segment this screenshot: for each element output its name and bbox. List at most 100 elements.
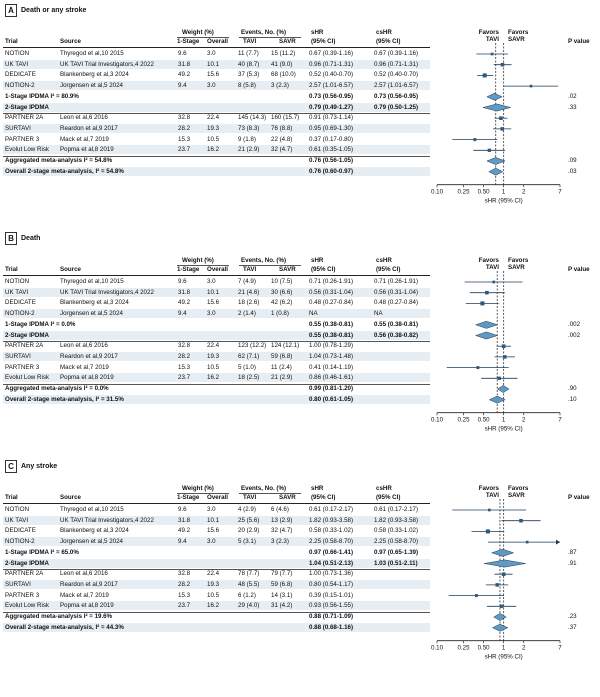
header-shr: sHR [311,29,324,36]
trial-cell: PARTNER 2A [5,342,44,350]
trial-cell: NOTION [5,506,30,513]
pvalue-cell: .23 [568,613,577,620]
source-cell: Popma et al,8 2019 [60,602,114,610]
shr-cell: 0.97 (0.66-1.41) [309,548,354,556]
trial-cell: 2-Stage IPDMA [5,103,50,111]
header-favors-tavi: Favors TAVI [478,257,499,271]
header-1stage: 1-Stage [177,38,200,45]
shr-cell: 1.00 (0.78-1.29) [309,342,354,350]
events-tavi-cell: 9 (1.8) [238,135,256,143]
events-savr-cell: 3 (2.3) [271,82,289,90]
weight-1stage-cell: 9.6 [178,50,187,57]
header-overall: Overall [207,494,228,501]
pooled-diamond [488,395,506,404]
point-estimate [501,572,506,577]
events-savr-cell: 21 (2.9) [271,374,293,382]
header-shr-ci: (95% CI) [311,494,336,501]
weight-overall-cell: 10.5 [207,363,220,371]
source-cell: UK TAVI Trial Investigators,4 2022 [60,60,154,68]
weight-overall-cell: 19.3 [207,352,220,360]
header-pvalue: P value [568,38,590,45]
panel-title: B Death [5,231,40,245]
trial-cell: NOTION [5,278,30,285]
header-favors-savr: Favors SAVR [508,29,529,43]
weight-overall-cell: 10.1 [207,60,220,68]
point-estimate [529,84,533,88]
events-tavi-cell: 37 (5.3) [238,71,260,79]
point-estimate [503,355,507,359]
header-savr: SAVR [279,38,296,45]
cshr-cell: 0.56 (0.38-0.82) [374,331,419,339]
x-tick-label: 7 [558,417,562,424]
source-cell: Thyregod et al,10 2015 [60,278,124,285]
source-cell: UK TAVI Trial Investigators,4 2022 [60,288,154,296]
cshr-cell: 0.56 (0.31-1.04) [374,288,419,296]
point-estimate [476,366,480,370]
row-shade [3,579,430,589]
weight-overall-cell: 19.3 [207,124,220,132]
forest-plot-area: 0.10 0.25 0.50 1 2 7 sHR (95% CI) [431,271,562,433]
trial-cell: PARTNER 3 [5,135,40,143]
ci-arrow-right [556,539,560,545]
weight-overall-cell: 3.0 [207,278,216,285]
point-estimate [519,518,523,523]
source-cell: Mack et al,7 2019 [60,591,109,599]
events-tavi-cell: 29 (4.0) [238,602,260,610]
header-weight: Weight (%) [182,485,214,492]
shr-cell: 0.95 (0.69-1.30) [309,124,354,132]
x-axis-label: sHR (95% CI) [485,654,523,661]
panel-letter: B [5,231,17,245]
header-source: Source [60,494,81,501]
weight-overall-cell: 22.4 [207,114,220,122]
shr-cell: 2.57 (1.01-6.57) [309,82,354,90]
events-rule [239,37,301,38]
events-savr-cell: 124 (12.1) [271,342,300,350]
events-tavi-cell: 73 (8.3) [238,124,260,132]
row-shade [3,102,430,112]
events-savr-cell: 3 (2.3) [271,538,289,546]
shr-cell: 0.55 (0.38-0.81) [309,320,354,328]
x-tick-label: 0.25 [458,645,471,652]
trial-cell: UK TAVI [5,60,29,68]
events-savr-cell: 14 (3.1) [271,591,293,599]
header-events: Events, No. (%) [241,257,287,264]
weight-overall-cell: 3.0 [207,506,216,513]
x-tick-label: 2 [522,417,526,424]
row-shade [3,59,430,69]
weight-overall-cell: 3.0 [207,82,216,90]
weight-overall-cell: 3.0 [207,538,216,546]
shr-cell: 0.91 (0.73-1.14) [309,114,354,122]
panel-title: A Death or any stroke [5,3,86,17]
point-estimate [499,116,503,121]
point-estimate [501,344,506,349]
weight-1stage-cell: 31.8 [178,516,191,524]
events-savr-cell: 32 (4.7) [271,146,293,154]
shr-cell: 1.00 (0.73-1.36) [309,570,354,578]
shr-cell: 0.56 (0.31-1.04) [309,288,354,296]
header-favors-savr: Favors SAVR [508,257,529,271]
events-savr-cell: 10 (7.5) [271,278,293,285]
weight-rule [177,265,229,266]
trial-cell: Overall 2-stage meta-analysis, I² = 54.8… [5,167,124,175]
point-estimate [482,73,487,78]
header-cshr-ci: (95% CI) [376,266,401,273]
weight-1stage-cell: 49.2 [178,527,191,535]
shr-cell: 0.79 (0.49-1.27) [309,103,354,111]
point-estimate [497,376,501,380]
weight-1stage-cell: 28.2 [178,352,191,360]
shr-cell: NA [309,310,318,318]
pooled-diamond [497,385,510,393]
source-cell: Jorgensen et al,5 2024 [60,310,123,318]
row-shade [3,558,430,568]
header-rule [3,503,430,504]
events-savr-cell: 30 (6.6) [271,288,293,296]
x-axis-label: sHR (95% CI) [485,198,523,205]
row-shade [3,515,430,525]
weight-1stage-cell: 15.3 [178,591,191,599]
cshr-cell: 0.71 (0.26-1.91) [374,278,419,285]
row-shade [3,166,430,176]
weight-1stage-cell: 23.7 [178,602,191,610]
events-savr-cell: 22 (4.8) [271,135,293,143]
source-cell: Leon et al,6 2016 [60,114,108,122]
row-shade [3,394,430,404]
